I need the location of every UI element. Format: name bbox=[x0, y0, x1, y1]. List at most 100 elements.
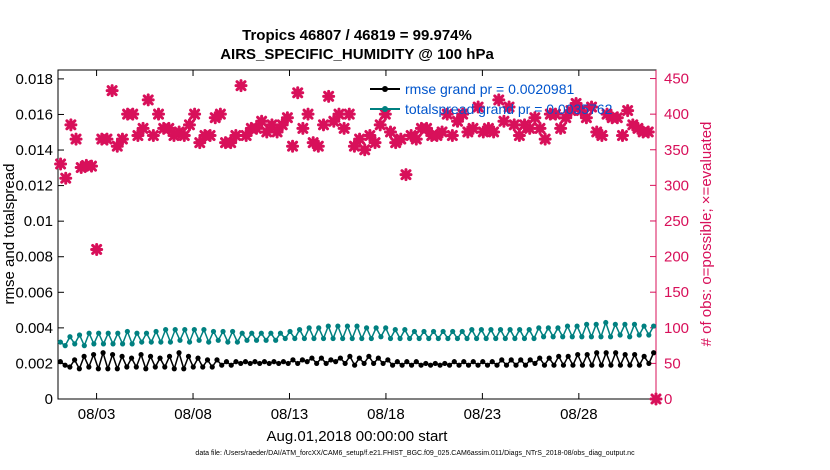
y-axis-right: 0 50 100 150 200 250 300 350 400 450 bbox=[650, 70, 689, 408]
rmse-point bbox=[242, 359, 249, 365]
obs-marker bbox=[136, 121, 150, 135]
totalspread-point bbox=[651, 323, 657, 329]
x-tick-label: 08/18 bbox=[367, 406, 405, 423]
obs-marker bbox=[559, 111, 573, 125]
totalspread-point bbox=[631, 321, 638, 327]
totalspread-point bbox=[239, 330, 245, 336]
obs-marker-glyph bbox=[291, 86, 305, 100]
rmse-point bbox=[508, 357, 514, 363]
totalspread-point bbox=[363, 325, 370, 331]
totalspread-point bbox=[483, 335, 489, 342]
totalspread-point bbox=[574, 323, 580, 329]
totalspread-point bbox=[105, 330, 111, 336]
rmse-point bbox=[119, 353, 125, 359]
obs-marker-glyph bbox=[610, 111, 624, 125]
totalspread-point bbox=[450, 328, 456, 335]
rmse-point bbox=[356, 355, 362, 361]
totalspread-point bbox=[148, 339, 154, 345]
totalspread-point bbox=[612, 321, 618, 327]
totalspread-point bbox=[607, 334, 614, 340]
obs-marker-glyph bbox=[512, 129, 526, 143]
obs-marker bbox=[126, 107, 140, 121]
data-file-note: data file: /Users/raeder/DAI/ATM_forcXX/… bbox=[195, 450, 635, 457]
y-tick-label: 0.004 bbox=[15, 320, 53, 337]
y-tick-label: 0.012 bbox=[15, 178, 53, 195]
totalspread-point bbox=[225, 339, 231, 345]
totalspread-point bbox=[359, 335, 365, 342]
rmse-point bbox=[646, 360, 652, 367]
obs-marker bbox=[90, 242, 104, 256]
obs-marker bbox=[497, 114, 511, 128]
rmse-point bbox=[385, 357, 391, 363]
obs-marker bbox=[332, 107, 346, 121]
rmse-point bbox=[636, 362, 642, 368]
rmse-point bbox=[195, 355, 201, 361]
obs-marker-glyph bbox=[193, 136, 207, 150]
obs-marker-glyph bbox=[286, 139, 300, 153]
totalspread-point bbox=[320, 335, 327, 342]
rmse-point bbox=[257, 360, 263, 367]
obs-marker-glyph bbox=[399, 168, 413, 182]
obs-marker-glyph bbox=[554, 121, 568, 135]
totalspread-point bbox=[134, 330, 140, 336]
obs-marker-glyph bbox=[327, 114, 341, 128]
rmse-point bbox=[314, 360, 320, 367]
rmse-point bbox=[556, 353, 562, 359]
x-tick-label: 08/23 bbox=[464, 406, 502, 423]
obs-marker bbox=[420, 121, 434, 135]
rmse-point bbox=[541, 362, 548, 368]
totalspread-point bbox=[277, 330, 284, 336]
y2-tick-label: 250 bbox=[664, 213, 689, 230]
totalspread-point bbox=[263, 337, 269, 343]
y2-tick-label: 300 bbox=[664, 177, 689, 194]
obs-marker bbox=[327, 114, 341, 128]
rmse-point bbox=[280, 359, 287, 365]
obs-marker bbox=[100, 132, 114, 146]
obs-marker-glyph bbox=[105, 84, 119, 98]
rmse-point bbox=[57, 359, 63, 365]
obs-marker bbox=[316, 118, 330, 132]
totalspread-point bbox=[502, 335, 508, 342]
rmse-point bbox=[579, 362, 586, 368]
totalspread-point bbox=[67, 334, 73, 340]
obs-marker-glyph bbox=[621, 104, 635, 118]
obs-marker-glyph bbox=[182, 118, 196, 132]
obs-marker-glyph bbox=[368, 136, 382, 150]
obs-marker bbox=[311, 139, 325, 153]
obs-marker-glyph bbox=[373, 118, 387, 132]
totalspread-point bbox=[96, 330, 102, 336]
totalspread-point bbox=[258, 330, 264, 336]
rmse-point bbox=[584, 351, 590, 358]
rmse-point bbox=[375, 355, 381, 361]
totalspread-point bbox=[411, 328, 418, 335]
obs-marker bbox=[554, 121, 568, 135]
obs-marker bbox=[275, 118, 289, 132]
obs-marker bbox=[74, 161, 88, 175]
totalspread-point bbox=[344, 323, 351, 329]
totalspread-point bbox=[354, 323, 360, 329]
rmse-point bbox=[176, 350, 182, 356]
obs-marker bbox=[456, 107, 470, 121]
obs-marker bbox=[182, 118, 196, 132]
obs-marker-glyph bbox=[471, 100, 485, 114]
rmse-point bbox=[143, 366, 149, 372]
rmse-point bbox=[565, 353, 571, 359]
rmse-point bbox=[518, 357, 524, 363]
rmse-point bbox=[337, 355, 343, 361]
obs-marker-glyph bbox=[265, 118, 279, 132]
obs-marker bbox=[507, 118, 521, 132]
obs-marker-glyph bbox=[533, 121, 547, 135]
obs-marker bbox=[249, 121, 263, 135]
totalspread-point bbox=[349, 335, 355, 342]
rmse-point bbox=[371, 360, 377, 367]
totalspread-point bbox=[584, 321, 590, 327]
totalspread-point bbox=[564, 323, 571, 329]
x-axis-label: Aug.01,2018 00:00:00 start bbox=[267, 428, 449, 445]
obs-marker bbox=[342, 107, 356, 121]
rmse-point bbox=[622, 351, 628, 358]
x-tick-label: 08/13 bbox=[271, 406, 309, 423]
totalspread-point bbox=[81, 343, 87, 349]
rmse-point bbox=[62, 362, 68, 368]
obs-marker bbox=[378, 107, 392, 121]
obs-marker-glyph bbox=[152, 107, 166, 121]
